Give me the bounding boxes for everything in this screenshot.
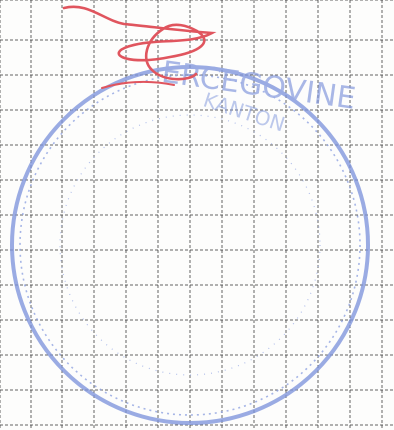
signature-stroke-main (62, 5, 217, 81)
stamp-core-ring (59, 114, 321, 376)
signature-stroke-tail (101, 80, 175, 89)
signature (62, 5, 217, 89)
stamp-outer-ring (10, 65, 370, 425)
stamp-inner-ring (19, 74, 361, 416)
